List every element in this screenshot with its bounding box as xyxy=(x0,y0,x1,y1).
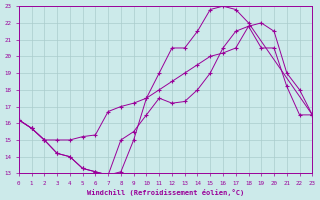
X-axis label: Windchill (Refroidissement éolien,°C): Windchill (Refroidissement éolien,°C) xyxy=(87,189,244,196)
